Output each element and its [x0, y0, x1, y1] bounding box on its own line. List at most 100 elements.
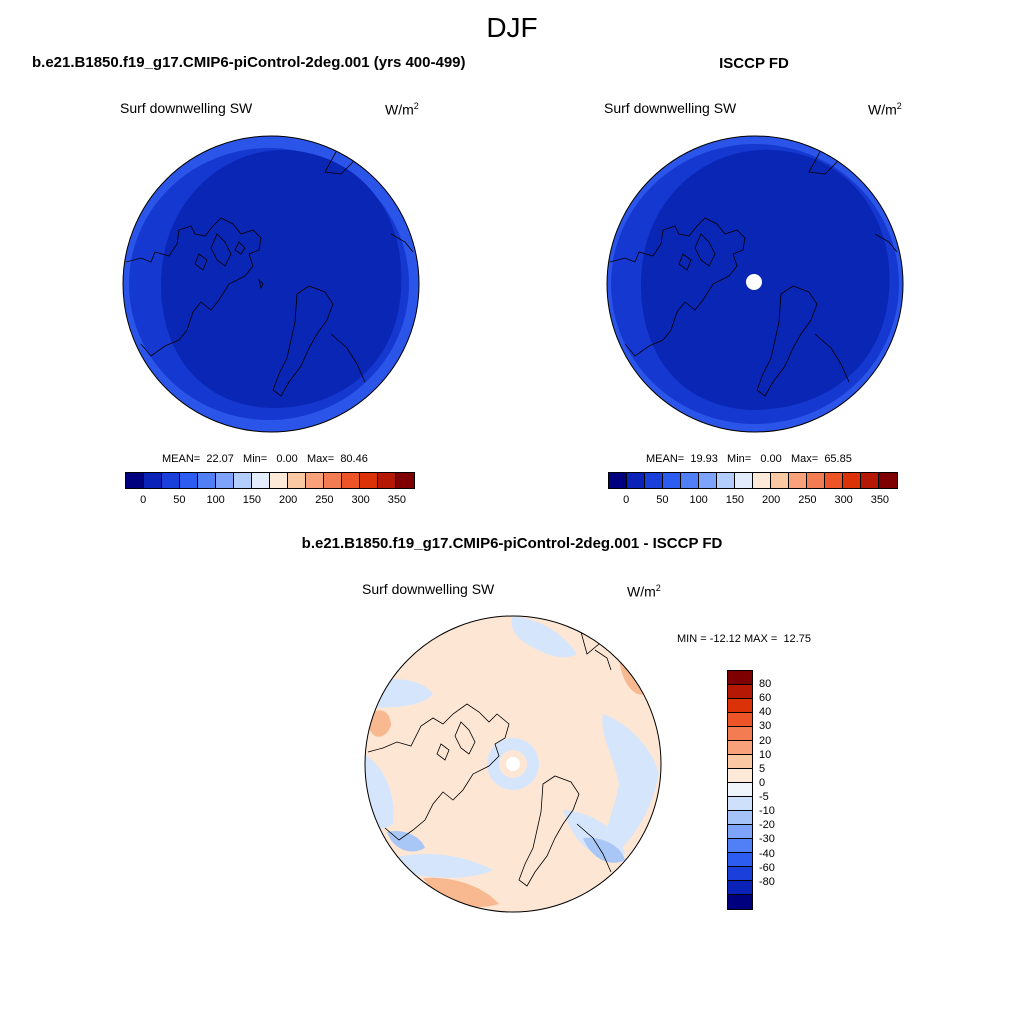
model-colorbar — [125, 472, 415, 489]
diff-polar-map — [364, 615, 662, 913]
diff-colorbar-tick-label: -5 — [759, 791, 769, 804]
obs-colorbar-tick-label: 200 — [761, 494, 781, 506]
obs-colorbar-swatch — [789, 473, 807, 488]
diff-colorbar-swatch — [728, 783, 752, 797]
model-colorbar-tick-label: 100 — [206, 494, 225, 506]
diff-colorbar-swatch — [728, 895, 752, 909]
diff-colorbar-tick-label: -80 — [759, 875, 775, 888]
diff-colorbar-tick-label: 5 — [759, 762, 766, 775]
model-colorbar-swatch — [198, 473, 216, 488]
obs-colorbar-tick-label: 100 — [689, 494, 708, 506]
model-colorbar-swatch — [342, 473, 360, 488]
diff-colorbar — [727, 670, 753, 910]
diff-colorbar-tick-label: 10 — [759, 748, 772, 761]
model-colorbar-swatch — [162, 473, 180, 488]
model-stats: MEAN= 22.07 Min= 0.00 Max= 80.46 — [162, 453, 368, 465]
obs-polar-map — [606, 135, 904, 433]
diff-colorbar-swatch — [728, 685, 752, 699]
model-colorbar-tick-label: 50 — [173, 494, 186, 506]
model-colorbar-swatch — [252, 473, 270, 488]
model-colorbar-swatch — [216, 473, 234, 488]
diff-colorbar-swatch — [728, 853, 752, 867]
diff-colorbar-swatch — [728, 839, 752, 853]
model-colorbar-tick-label: 0 — [140, 494, 147, 506]
obs-colorbar-swatch — [699, 473, 717, 488]
diff-colorbar-swatch — [728, 671, 752, 685]
model-coastlines — [125, 139, 414, 397]
diff-strong-negative-regions — [387, 830, 625, 863]
obs-colorbar-swatch — [861, 473, 879, 488]
obs-colorbar-swatch — [825, 473, 843, 488]
diff-colorbar-swatch — [728, 741, 752, 755]
diff-units-label: W/m2 — [627, 583, 661, 600]
obs-colorbar-tick-label: 150 — [725, 494, 745, 506]
obs-colorbar-tick-label: 350 — [870, 494, 890, 506]
model-panel-title: b.e21.B1850.f19_g17.CMIP6-piControl-2deg… — [32, 54, 466, 71]
diff-colorbar-tick-label: 40 — [759, 706, 772, 719]
model-colorbar-tick-label: 350 — [387, 494, 407, 506]
obs-colorbar-tick-label: 50 — [656, 494, 669, 506]
diff-colorbar-swatch — [728, 699, 752, 713]
obs-colorbar — [608, 472, 898, 489]
obs-colorbar-swatch — [645, 473, 663, 488]
diff-colorbar-tick-label: -40 — [759, 847, 775, 860]
obs-stats: MEAN= 19.93 Min= 0.00 Max= 65.85 — [646, 453, 852, 465]
diff-colorbar-swatch — [728, 825, 752, 839]
diff-negative-regions — [365, 616, 659, 878]
diff-colorbar-swatch — [728, 755, 752, 769]
model-colorbar-swatch — [324, 473, 342, 488]
diff-colorbar-swatch — [728, 727, 752, 741]
diff-min-max: MIN = -12.12 MAX = 12.75 — [677, 633, 811, 645]
model-colorbar-swatch — [288, 473, 306, 488]
diff-panel-title: b.e21.B1850.f19_g17.CMIP6-piControl-2deg… — [301, 535, 723, 552]
model-colorbar-swatch — [306, 473, 324, 488]
diff-colorbar-tick-label: -20 — [759, 819, 775, 832]
obs-colorbar-swatch — [627, 473, 645, 488]
diff-colorbar-tick-label: 30 — [759, 720, 772, 733]
diff-colorbar-swatch — [728, 797, 752, 811]
model-colorbar-swatch — [378, 473, 396, 488]
obs-colorbar-swatch — [843, 473, 861, 488]
diff-colorbar-tick-label: 80 — [759, 678, 772, 691]
obs-colorbar-swatch — [753, 473, 771, 488]
model-colorbar-tick-label: 200 — [278, 494, 298, 506]
obs-colorbar-swatch — [807, 473, 825, 488]
model-colorbar-swatch — [126, 473, 144, 488]
obs-colorbar-tick-label: 0 — [623, 494, 630, 506]
obs-inner-core — [641, 149, 890, 411]
season-title: DJF — [486, 12, 538, 43]
model-units-label: W/m2 — [385, 101, 419, 118]
diff-colorbar-tick-label: -60 — [759, 861, 775, 874]
obs-colorbar-swatch — [735, 473, 753, 488]
obs-colorbar-tick-label: 300 — [834, 494, 853, 506]
obs-colorbar-tick-label: 250 — [798, 494, 817, 506]
model-variable-label: Surf downwelling SW — [120, 100, 253, 116]
model-colorbar-tick-label: 300 — [351, 494, 370, 506]
model-colorbar-swatch — [234, 473, 252, 488]
model-colorbar-tick-label: 150 — [242, 494, 262, 506]
model-colorbar-swatch — [360, 473, 378, 488]
obs-colorbar-swatch — [879, 473, 897, 488]
model-colorbar-swatch — [180, 473, 198, 488]
diff-colorbar-tick-label: 60 — [759, 692, 772, 705]
model-colorbar-tick-label: 250 — [315, 494, 334, 506]
diff-colorbar-tick-label: 20 — [759, 734, 772, 747]
obs-colorbar-swatch — [663, 473, 681, 488]
model-colorbar-swatch — [396, 473, 414, 488]
diff-colorbar-swatch — [728, 867, 752, 881]
obs-units-label: W/m2 — [868, 101, 902, 118]
obs-colorbar-swatch — [771, 473, 789, 488]
diff-colorbar-swatch — [728, 811, 752, 825]
diff-colorbar-tick-label: 0 — [759, 776, 766, 789]
model-colorbar-swatch — [270, 473, 288, 488]
model-colorbar-swatch — [144, 473, 162, 488]
model-polar-map — [122, 135, 420, 433]
obs-variable-label: Surf downwelling SW — [604, 100, 737, 116]
diff-colorbar-swatch — [728, 769, 752, 783]
obs-panel-title: ISCCP FD — [719, 55, 789, 72]
obs-colorbar-swatch — [609, 473, 627, 488]
diff-colorbar-swatch — [728, 713, 752, 727]
diff-colorbar-tick-label: -30 — [759, 833, 775, 846]
diff-pole-hole — [506, 757, 520, 771]
diff-colorbar-tick-label: -10 — [759, 805, 775, 818]
